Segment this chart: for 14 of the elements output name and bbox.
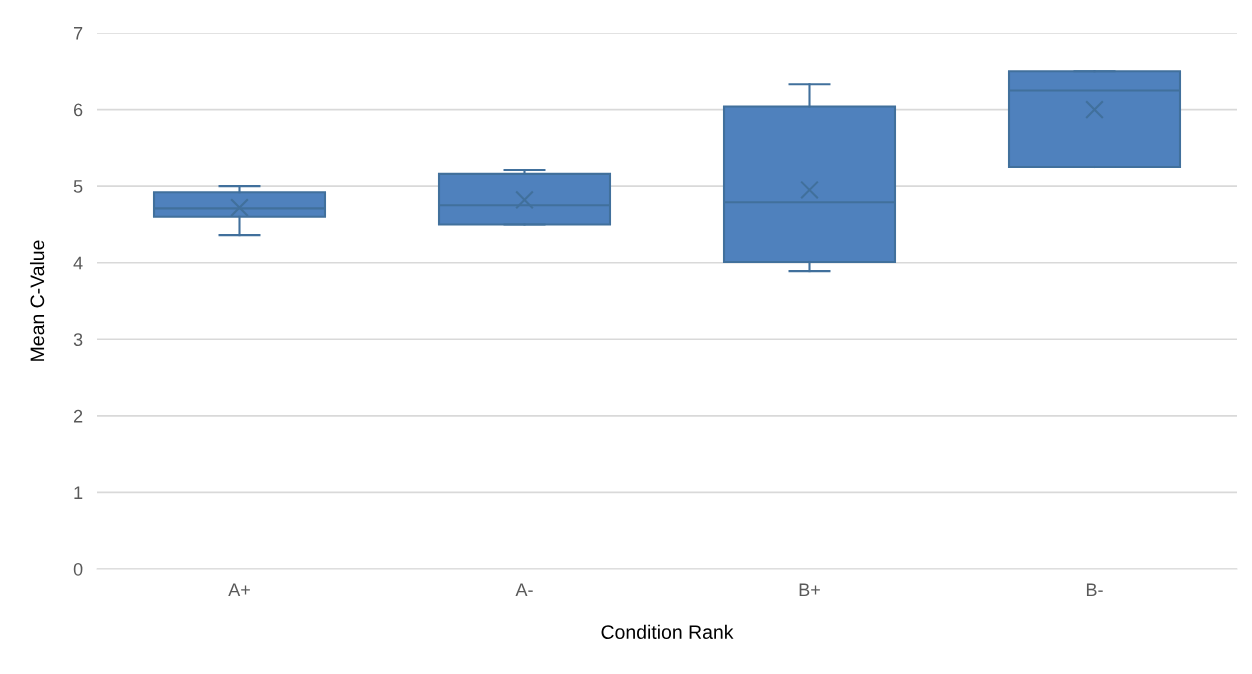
- x-axis-title: Condition Rank: [601, 624, 734, 639]
- x-tick-label: B-: [1086, 583, 1103, 596]
- x-tick-label: A+: [228, 583, 250, 596]
- y-tick-label: 0: [73, 562, 83, 576]
- y-axis-title: Mean C-Value: [29, 240, 45, 361]
- y-tick-label: 7: [74, 27, 83, 40]
- y-tick-label: 2: [73, 409, 83, 423]
- y-tick-label: 3: [73, 333, 83, 347]
- y-tick-label: 5: [73, 180, 83, 193]
- x-tick-label: B+: [799, 583, 820, 596]
- y-tick-label: 6: [73, 103, 83, 117]
- x-tick-label: A-: [515, 583, 533, 596]
- y-tick-label: 1: [74, 486, 83, 499]
- y-tick-label: 4: [73, 256, 83, 270]
